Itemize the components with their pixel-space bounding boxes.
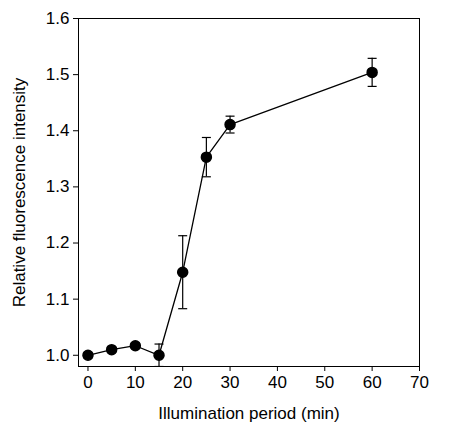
svg-text:1.3: 1.3 (46, 177, 70, 196)
svg-text:1.5: 1.5 (46, 65, 70, 84)
svg-text:0: 0 (83, 373, 92, 392)
svg-text:20: 20 (173, 373, 192, 392)
svg-text:60: 60 (363, 373, 382, 392)
svg-text:Illumination period (min): Illumination period (min) (158, 404, 339, 423)
svg-text:1.4: 1.4 (46, 121, 70, 140)
svg-text:1.1: 1.1 (46, 290, 70, 309)
svg-text:30: 30 (221, 373, 240, 392)
svg-text:70: 70 (410, 373, 429, 392)
svg-text:1.0: 1.0 (46, 346, 70, 365)
svg-text:40: 40 (268, 373, 287, 392)
svg-text:1.6: 1.6 (46, 9, 70, 28)
svg-text:10: 10 (126, 373, 145, 392)
svg-text:1.2: 1.2 (46, 233, 70, 252)
svg-text:Relative fluorescence intensit: Relative fluorescence intensity (10, 77, 29, 307)
svg-text:50: 50 (315, 373, 334, 392)
